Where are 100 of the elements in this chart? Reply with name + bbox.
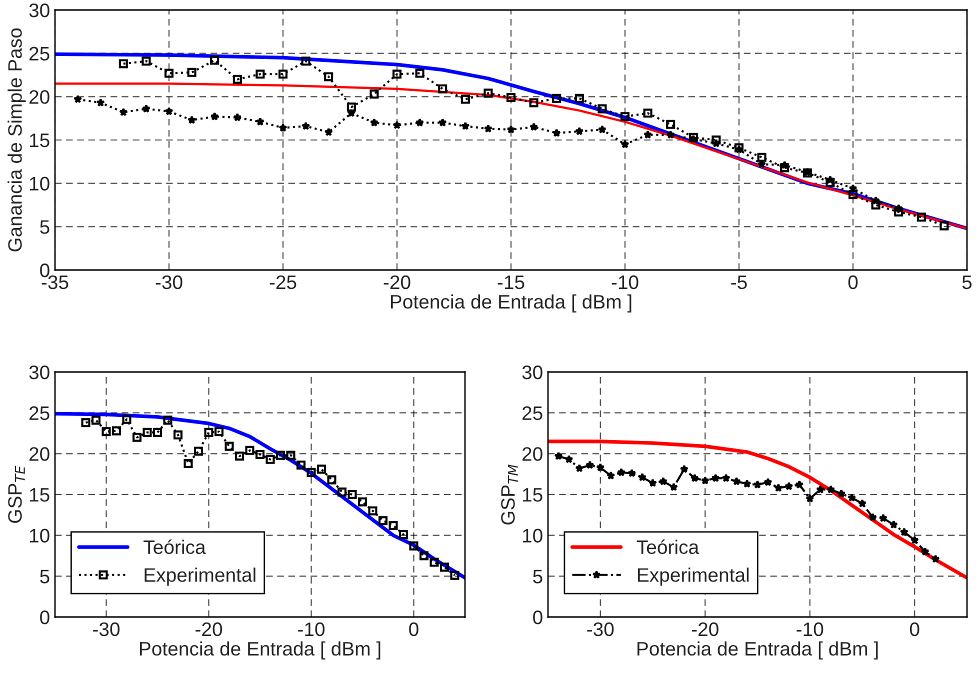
legend-label: Teórica [144, 540, 206, 554]
point [826, 485, 836, 494]
point [142, 428, 152, 437]
x-tick-label: -10 [298, 622, 325, 636]
point [392, 70, 402, 79]
point [666, 130, 675, 139]
y-axis-title: Ganancia de Simple Paso [8, 28, 26, 252]
point [780, 160, 789, 169]
point [415, 118, 424, 127]
x-tick-label: -5 [731, 276, 747, 290]
point [658, 476, 668, 486]
point [415, 68, 424, 78]
point [73, 94, 82, 104]
x-tick-label: 0 [409, 622, 418, 636]
point [440, 562, 450, 572]
point [575, 126, 584, 136]
y-tick-label: 20 [29, 90, 50, 104]
point [784, 482, 794, 490]
point [419, 551, 429, 560]
point [506, 93, 516, 102]
point [173, 430, 183, 440]
point [187, 116, 196, 124]
x-axis-title: Potencia de Entrada [ dBm ] [638, 641, 878, 660]
point [233, 112, 242, 122]
x-tick-label: -25 [270, 275, 296, 290]
point [337, 488, 347, 497]
point [774, 483, 783, 492]
x-tick-label: -30 [93, 622, 120, 636]
point [868, 512, 878, 522]
x-tick-label: -20 [196, 622, 222, 636]
x-axis-title: Potencia de Entrada [ dBm ] [391, 294, 632, 312]
point [620, 112, 630, 122]
x-tick-label: 0 [910, 622, 920, 636]
point [669, 482, 678, 492]
y-tick-label: 15 [522, 488, 542, 502]
y-tick-label: 10 [30, 528, 50, 543]
point [575, 464, 584, 472]
point [316, 464, 326, 474]
x-tick-label: -30 [156, 275, 182, 290]
point [232, 74, 242, 84]
x-tick-label: 5 [962, 276, 972, 290]
point [210, 56, 220, 65]
point [826, 175, 835, 184]
x-tick-label: -15 [498, 276, 524, 290]
point [398, 530, 408, 540]
y-tick-label: 5 [40, 570, 50, 584]
point [91, 416, 101, 425]
point [256, 117, 265, 126]
point [484, 88, 493, 98]
point [680, 464, 689, 474]
x-tick-label: -10 [612, 275, 638, 290]
point [878, 514, 888, 522]
point [301, 122, 310, 130]
y-tick-label: 30 [29, 3, 50, 18]
y-tick-label: 25 [522, 406, 542, 420]
point [327, 475, 336, 484]
point [245, 446, 254, 455]
y-tick-label: 30 [29, 365, 50, 380]
point [184, 458, 193, 468]
point [301, 56, 310, 66]
point [450, 570, 460, 580]
point [648, 478, 658, 487]
point [910, 536, 919, 544]
point [132, 432, 142, 442]
point [847, 493, 856, 502]
point [780, 163, 790, 172]
point [871, 200, 880, 210]
point [858, 498, 867, 508]
point [598, 125, 607, 134]
point [712, 135, 721, 145]
y-tick-label: 20 [522, 447, 542, 461]
y-tick-label: 15 [30, 488, 50, 502]
point [210, 112, 219, 120]
point [370, 90, 379, 99]
point [214, 427, 224, 436]
point [836, 489, 846, 498]
point [276, 450, 286, 460]
point [627, 468, 636, 478]
legend-label: Experimental [144, 568, 256, 586]
y-tick-label: 25 [29, 406, 50, 420]
point [142, 56, 151, 66]
point [529, 98, 538, 108]
point [346, 102, 356, 112]
point [234, 452, 244, 461]
point [931, 554, 940, 563]
point [224, 442, 234, 451]
point [152, 428, 162, 437]
point [940, 221, 949, 230]
y-tick-label: 10 [522, 528, 542, 543]
point [795, 480, 804, 489]
point [102, 427, 111, 436]
point [889, 520, 898, 529]
x-tick-label: -20 [384, 275, 410, 290]
point [806, 494, 814, 502]
point [894, 204, 903, 212]
point [296, 460, 306, 470]
legend-label: Experimental [638, 568, 749, 586]
point [112, 426, 122, 436]
x-tick-label: -35 [42, 275, 68, 290]
point [460, 94, 470, 104]
